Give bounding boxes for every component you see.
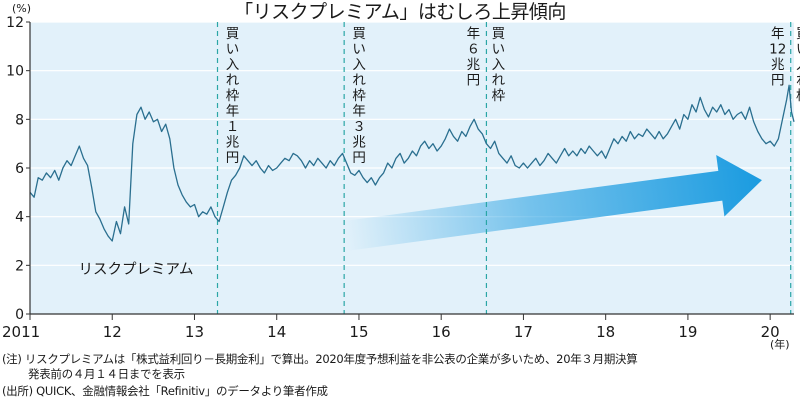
trend-arrow-shape bbox=[342, 155, 762, 252]
event-label-1-char: 入 bbox=[226, 57, 240, 73]
event-label-3-char: 円 bbox=[467, 73, 481, 89]
y-tick-label: 10 bbox=[6, 64, 24, 80]
event-label-4-char: い bbox=[796, 42, 800, 58]
note-line-1: (注) リスクプレミアムは「株式益利回り－長期金利」で算出。2020年度予想利益… bbox=[2, 352, 638, 366]
x-tick-label: 14 bbox=[267, 323, 286, 341]
y-tick-label: 0 bbox=[15, 307, 24, 323]
x-tick-label: 17 bbox=[514, 323, 533, 341]
x-tick-label: 15 bbox=[349, 323, 368, 341]
event-label-1-char: 円 bbox=[226, 150, 240, 166]
event-label-2-char: 兆 bbox=[352, 135, 366, 151]
x-tick-label: 2011 bbox=[2, 323, 40, 341]
event-label-4-char: 12 bbox=[769, 42, 786, 58]
event-label-1-char: 兆 bbox=[226, 135, 240, 151]
event-label-4-char: れ bbox=[796, 73, 800, 89]
event-label-2-char: い bbox=[352, 42, 366, 58]
event-label-2-char: 入 bbox=[352, 57, 366, 73]
y-tick-label: 8 bbox=[15, 112, 24, 128]
event-label-1-char: 枠 bbox=[226, 88, 240, 104]
trend-arrow bbox=[342, 155, 762, 252]
event-label-4-char: 年 bbox=[771, 26, 785, 42]
y-tick-label: 2 bbox=[15, 258, 24, 274]
event-label-4-char: 枠 bbox=[796, 88, 800, 104]
line-chart: 買い入れ枠年１兆円買い入れ枠年３兆円年買６い兆入円れ枠年買12い兆入円れ枠リスク… bbox=[2, 2, 800, 350]
event-label-1-char: い bbox=[226, 42, 240, 58]
event-label-3-char: い bbox=[492, 42, 506, 58]
event-label-4-char: 入 bbox=[796, 57, 800, 73]
event-label-1-char: 年 bbox=[226, 104, 240, 120]
event-label-4-char: 兆 bbox=[771, 57, 785, 73]
event-label-2-char: れ bbox=[352, 73, 366, 89]
chart-title: 「リスクプレミアム」はむしろ上昇傾向 bbox=[234, 1, 566, 23]
note-line-2: 発表前の４月１４日までを表示 bbox=[28, 367, 185, 381]
x-tick-label: 16 bbox=[432, 323, 451, 341]
event-label-3-char: 兆 bbox=[467, 57, 481, 73]
y-tick-label: 4 bbox=[15, 210, 24, 226]
event-label-4-char: 買 bbox=[796, 26, 800, 42]
event-label-3-char: 入 bbox=[492, 57, 506, 73]
event-label-3-char: ６ bbox=[467, 42, 481, 58]
event-label-1-char: 買 bbox=[226, 26, 240, 42]
x-tick-label: 20 bbox=[761, 323, 780, 341]
event-label-3-char: 枠 bbox=[492, 88, 506, 104]
series-label: リスクプレミアム bbox=[79, 261, 194, 278]
x-tick-label: 19 bbox=[678, 323, 697, 341]
source-note: (出所) QUICK、金融情報会社「Refinitiv」のデータより筆者作成 bbox=[2, 384, 328, 398]
x-axis-unit: (年) bbox=[770, 337, 790, 350]
y-tick-label: 12 bbox=[6, 15, 24, 31]
event-label-2-char: ３ bbox=[352, 119, 366, 135]
event-label-2-char: 年 bbox=[352, 104, 366, 120]
x-tick-label: 12 bbox=[103, 323, 122, 341]
event-label-3-char: れ bbox=[492, 73, 506, 89]
event-label-2-char: 円 bbox=[352, 150, 366, 166]
y-axis-unit: (%) bbox=[12, 2, 31, 15]
event-label-1-char: れ bbox=[226, 73, 240, 89]
event-label-3-char: 買 bbox=[492, 26, 506, 42]
event-label-1-char: １ bbox=[226, 119, 240, 135]
y-tick-label: 6 bbox=[15, 161, 24, 177]
event-label-2-char: 買 bbox=[352, 26, 366, 42]
event-label-3-char: 年 bbox=[467, 26, 481, 42]
event-label-4-char: 円 bbox=[771, 73, 785, 89]
series-line-risk-premium bbox=[29, 84, 795, 242]
x-tick-label: 13 bbox=[185, 323, 204, 341]
x-tick-label: 18 bbox=[596, 323, 615, 341]
event-label-2-char: 枠 bbox=[352, 88, 366, 104]
